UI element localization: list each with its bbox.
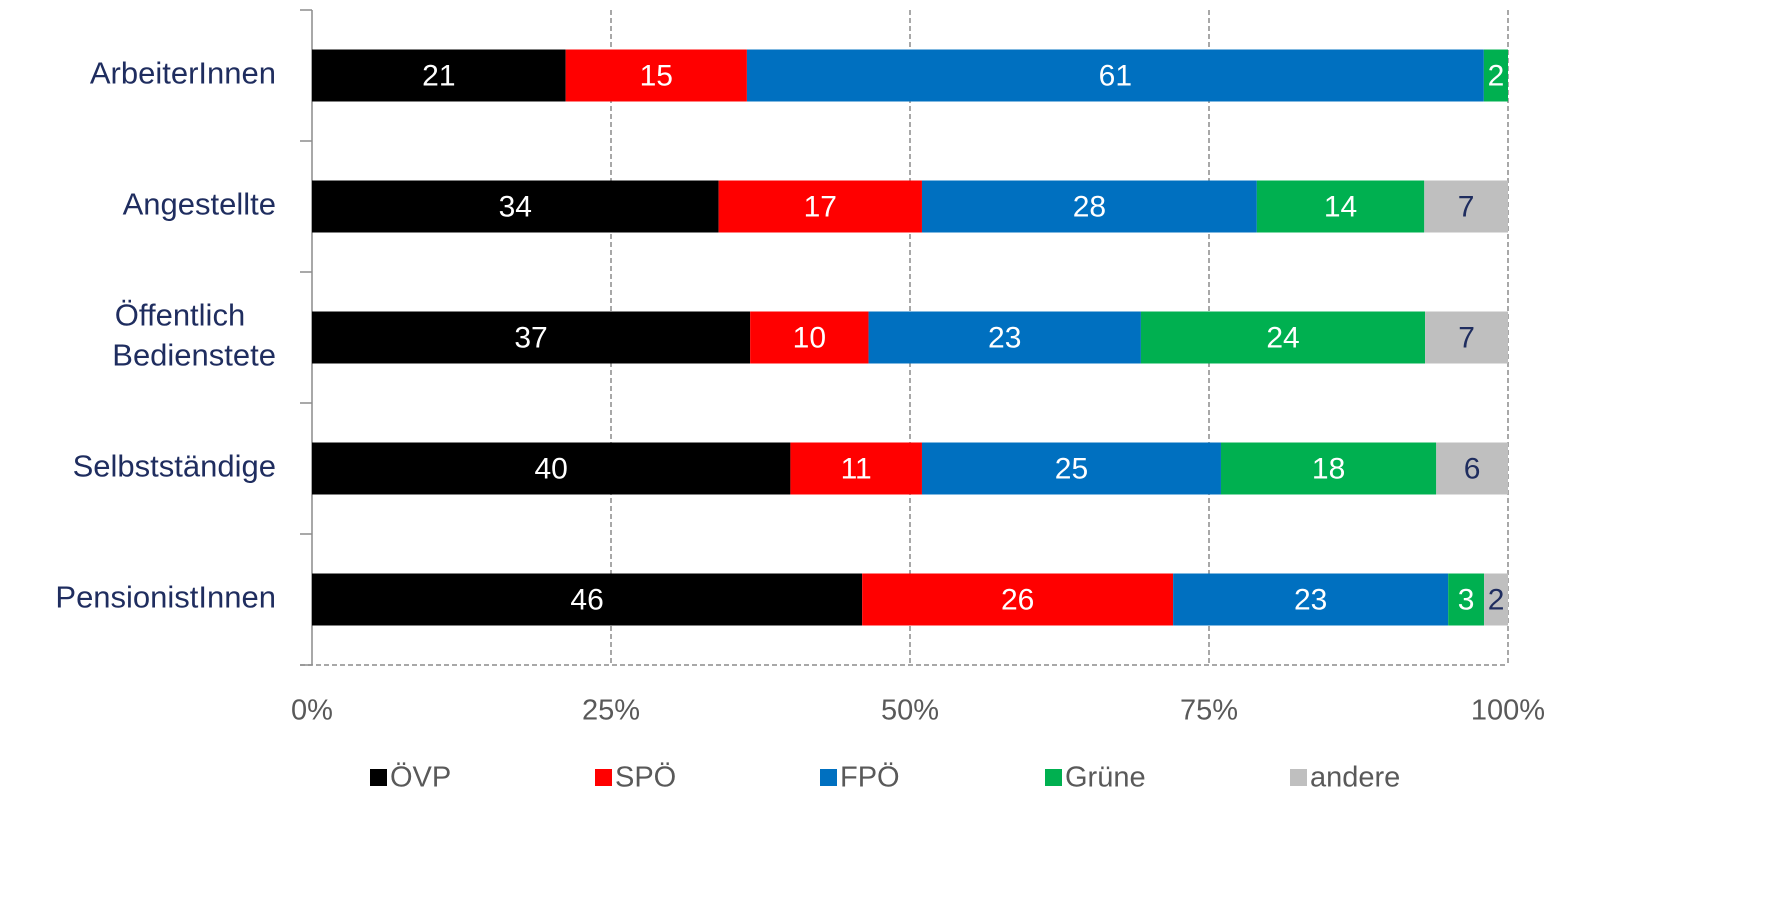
data-label: 37	[514, 321, 547, 354]
x-tick-label: 100%	[1471, 695, 1545, 727]
bar-segment	[746, 49, 1484, 102]
legend-label: andere	[1310, 762, 1400, 794]
data-label: 3	[1458, 583, 1475, 616]
bar-segment	[312, 311, 751, 364]
data-label: 6	[1464, 452, 1481, 485]
data-label: 25	[1055, 452, 1088, 485]
bar-segment	[312, 573, 863, 626]
bar-segment	[312, 442, 791, 495]
data-label: 11	[841, 452, 872, 485]
x-tick-label: 25%	[582, 695, 640, 727]
bar-segment	[1424, 180, 1508, 233]
x-tick-label: 75%	[1180, 695, 1238, 727]
bar-segment	[790, 442, 922, 495]
bar-segment	[921, 180, 1257, 233]
category-label: ArbeiterInnen	[90, 56, 276, 91]
data-label: 7	[1458, 190, 1475, 223]
data-label: 7	[1458, 321, 1475, 354]
category-label: Öffentlich Bedienstete	[112, 298, 276, 373]
legend-swatch	[370, 769, 387, 786]
bar-segment	[1173, 573, 1449, 626]
legend-swatch	[595, 769, 612, 786]
data-label: 18	[1312, 452, 1345, 485]
data-label: 23	[1294, 583, 1327, 616]
bar-segment	[862, 573, 1174, 626]
bar-segment	[312, 49, 566, 102]
bar-segment	[565, 49, 747, 102]
data-label: 10	[793, 321, 826, 354]
bar-segment	[718, 180, 922, 233]
bar-segment	[312, 180, 719, 233]
data-label: 15	[640, 59, 673, 92]
legend-swatch	[820, 769, 837, 786]
bar-segment	[750, 311, 869, 364]
bar-segment	[1140, 311, 1426, 364]
data-label: 21	[422, 59, 455, 92]
data-label: 23	[988, 321, 1021, 354]
legend-label: FPÖ	[840, 762, 900, 794]
data-label: 2	[1488, 583, 1505, 616]
legend-swatch	[1045, 769, 1062, 786]
data-label: 17	[804, 190, 837, 223]
bar-segment	[921, 442, 1221, 495]
legend-swatch	[1290, 769, 1307, 786]
bar-segment	[1425, 311, 1508, 364]
data-label: 26	[1001, 583, 1034, 616]
data-label: 14	[1324, 190, 1357, 223]
bar-segment	[868, 311, 1141, 364]
bar-segment	[1436, 442, 1508, 495]
data-label: 40	[535, 452, 568, 485]
data-label: 46	[570, 583, 603, 616]
category-label: PensionistInnen	[55, 580, 276, 615]
legend-label: ÖVP	[390, 762, 451, 794]
bar-segment	[1256, 180, 1425, 233]
category-label: Angestellte	[123, 187, 276, 222]
category-label: Selbstständige	[73, 449, 276, 484]
legend-label: Grüne	[1065, 762, 1146, 794]
bar-segment	[1448, 573, 1485, 626]
legend-label: SPÖ	[615, 762, 676, 794]
data-label: 28	[1073, 190, 1106, 223]
data-label: 34	[499, 190, 532, 223]
bar-segment	[1483, 49, 1508, 102]
data-label: 2	[1488, 59, 1505, 92]
data-label: 24	[1266, 321, 1299, 354]
data-label: 61	[1099, 59, 1132, 92]
bar-segment	[1220, 442, 1437, 495]
x-tick-label: 50%	[881, 695, 939, 727]
x-tick-label: 0%	[291, 695, 333, 727]
bar-segment	[1484, 573, 1508, 626]
